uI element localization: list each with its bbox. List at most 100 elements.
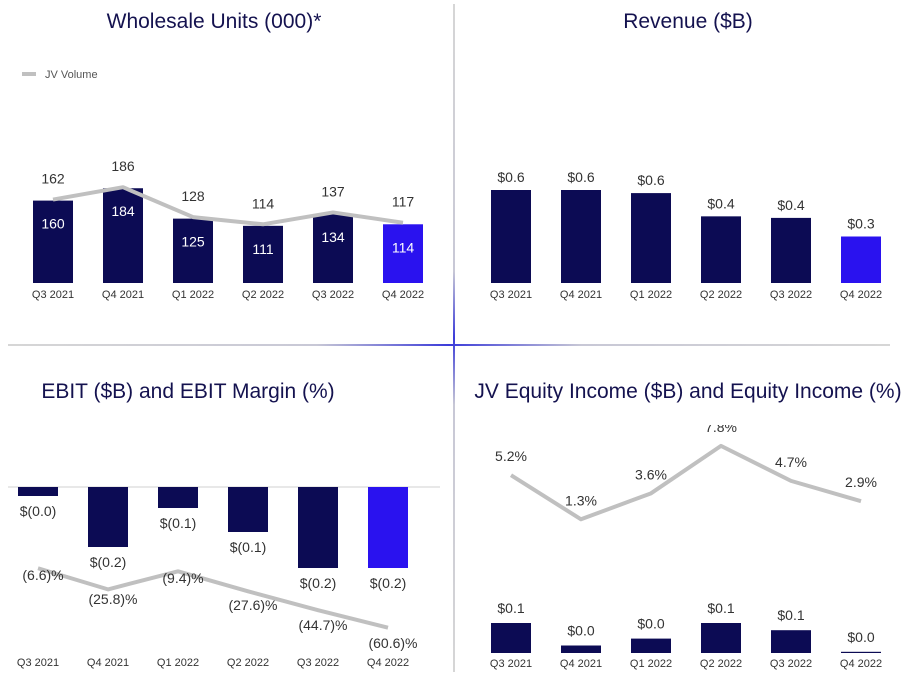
tick-label-Q1 2022: Q1 2022 xyxy=(630,289,672,301)
bar-Q1 2022 xyxy=(631,638,671,653)
bar-Q4 2021 xyxy=(88,487,128,547)
bar-label-Q4 2022: $0.3 xyxy=(847,216,874,232)
line-label-Q4 2022: (60.6)% xyxy=(368,635,417,651)
bar-label-Q2 2022: $0.1 xyxy=(707,600,734,616)
bar-Q4 2022 xyxy=(841,236,881,283)
bar-Q4 2021 xyxy=(561,645,601,653)
bar-Q3 2021 xyxy=(491,190,531,283)
tick-label-Q1 2022: Q1 2022 xyxy=(630,658,672,670)
bar-Q1 2022 xyxy=(631,193,671,283)
tick-label-Q3 2021: Q3 2021 xyxy=(490,658,532,670)
bar-label-Q1 2022: $0.6 xyxy=(637,172,664,188)
bar-Q2 2022 xyxy=(701,623,741,653)
bar-label-Q3 2022: 134 xyxy=(321,229,345,245)
bar-label-Q3 2021: $(0.0) xyxy=(20,503,57,519)
tick-label-Q3 2021: Q3 2021 xyxy=(32,289,74,301)
bar-Q3 2022 xyxy=(298,487,338,568)
revenue-title: Revenue ($B) xyxy=(623,10,753,33)
tick-label-Q4 2021: Q4 2021 xyxy=(102,289,144,301)
line-label-Q2 2022: 114 xyxy=(252,195,275,211)
tick-label-Q1 2022: Q1 2022 xyxy=(172,289,214,301)
bar-Q3 2021 xyxy=(18,487,58,496)
tick-label-Q1 2022: Q1 2022 xyxy=(157,657,199,669)
tick-label-Q2 2022: Q2 2022 xyxy=(700,658,742,670)
line-label-Q4 2022: 117 xyxy=(392,194,415,210)
bar-label-Q4 2022: 114 xyxy=(392,239,415,255)
tick-label-Q2 2022: Q2 2022 xyxy=(227,657,269,669)
tick-label-Q4 2022: Q4 2022 xyxy=(367,657,409,669)
bar-Q1 2022 xyxy=(173,218,213,283)
bar-label-Q2 2022: $(0.1) xyxy=(230,539,267,555)
line-label-Q3 2021: 162 xyxy=(41,171,65,187)
bar-label-Q2 2022: 111 xyxy=(252,241,273,257)
line-label-Q2 2022: (27.6)% xyxy=(228,597,277,613)
bar-Q4 2022 xyxy=(841,651,881,653)
bar-label-Q3 2022: $0.1 xyxy=(777,607,804,623)
series-line-ebit-margin xyxy=(37,566,389,630)
bar-label-Q3 2021: $0.6 xyxy=(497,169,524,185)
bar-Q3 2022 xyxy=(313,213,353,283)
line-label-Q3 2021: 5.2% xyxy=(495,448,527,464)
line-label-Q4 2021: (25.8)% xyxy=(88,591,137,607)
tick-label-Q4 2021: Q4 2021 xyxy=(87,657,129,669)
bar-label-Q3 2022: $0.4 xyxy=(777,197,804,213)
vertical-divider xyxy=(453,4,455,672)
tick-label-Q4 2021: Q4 2021 xyxy=(560,289,602,301)
ebit-chart: $(0.0) Q3 2021 $(0.2) Q4 2021 $(0.1) Q1 2022 $… xyxy=(8,486,440,669)
wholesale-chart: JV Volume 160 Q3 2021 184 Q4 2021 125 Q1 2022 1… xyxy=(22,69,424,301)
ebit-title: EBIT ($B) and EBIT Margin (%) xyxy=(41,380,335,403)
tick-label-Q3 2022: Q3 2022 xyxy=(770,658,812,670)
series-line-equity-income xyxy=(509,443,862,522)
tick-label-Q3 2022: Q3 2022 xyxy=(297,657,339,669)
tick-label-Q4 2021: Q4 2021 xyxy=(560,658,602,670)
bar-Q3 2022 xyxy=(771,630,811,653)
bar-label-Q4 2022: $(0.2) xyxy=(370,575,407,591)
series-line-jv-volume xyxy=(52,185,404,227)
tick-label-Q4 2022: Q4 2022 xyxy=(382,289,424,301)
bar-Q3 2021 xyxy=(491,623,531,653)
bar-label-Q3 2021: 160 xyxy=(41,216,65,232)
horizontal-divider xyxy=(8,344,890,346)
line-label-Q4 2021: 1.3% xyxy=(565,492,597,508)
line-label-Q4 2022: 2.9% xyxy=(845,474,877,490)
bar-label-Q4 2021: $0.0 xyxy=(567,623,594,639)
line-label-Q3 2022: 4.7% xyxy=(775,454,807,470)
bar-Q4 2021 xyxy=(561,190,601,283)
tick-label-Q2 2022: Q2 2022 xyxy=(700,289,742,301)
bar-Q2 2022 xyxy=(228,487,268,532)
line-label-Q1 2022: 3.6% xyxy=(635,466,667,482)
tick-label-Q3 2022: Q3 2022 xyxy=(770,289,812,301)
bar-Q1 2022 xyxy=(158,487,198,508)
bar-label-Q1 2022: $(0.1) xyxy=(160,515,197,531)
bar-label-Q3 2022: $(0.2) xyxy=(300,575,337,591)
line-label-Q3 2022: (44.7)% xyxy=(298,617,347,633)
bar-label-Q1 2022: $0.0 xyxy=(637,616,664,632)
bar-Q4 2022 xyxy=(383,224,423,283)
legend-label-jv-volume: JV Volume xyxy=(45,69,98,81)
tick-label-Q4 2022: Q4 2022 xyxy=(840,289,882,301)
line-label-Q2 2022: 7.8% xyxy=(705,425,737,435)
revenue-chart: $0.6 Q3 2021 $0.6 Q4 2021 $0.6 Q1 2022 $0.4 Q2 … xyxy=(490,169,882,301)
wholesale-title: Wholesale Units (000)* xyxy=(106,10,322,33)
bar-Q2 2022 xyxy=(701,216,741,283)
bar-label-Q4 2021: 184 xyxy=(111,203,135,219)
line-label-Q1 2022: (9.4)% xyxy=(162,570,203,586)
line-label-Q4 2021: 186 xyxy=(111,158,135,174)
bar-label-Q3 2021: $0.1 xyxy=(497,600,524,616)
bar-label-Q4 2021: $(0.2) xyxy=(90,554,127,570)
bar-Q4 2021 xyxy=(103,188,143,283)
line-label-Q3 2021: (6.6)% xyxy=(22,567,63,583)
bar-label-Q4 2021: $0.6 xyxy=(567,169,594,185)
bar-Q4 2022 xyxy=(368,487,408,568)
bar-Q2 2022 xyxy=(243,225,283,283)
jv-chart: $0.1 Q3 2021 $0.0 Q4 2021 $0.0 Q1 2022 $0.1 Q2 … xyxy=(490,425,882,670)
tick-label-Q3 2021: Q3 2021 xyxy=(490,289,532,301)
tick-label-Q2 2022: Q2 2022 xyxy=(242,289,284,301)
bar-Q3 2022 xyxy=(771,217,811,283)
tick-label-Q4 2022: Q4 2022 xyxy=(840,658,882,670)
line-label-Q1 2022: 128 xyxy=(181,188,205,204)
bar-Q3 2021 xyxy=(33,200,73,283)
tick-label-Q3 2022: Q3 2022 xyxy=(312,289,354,301)
tick-label-Q3 2021: Q3 2021 xyxy=(17,657,59,669)
